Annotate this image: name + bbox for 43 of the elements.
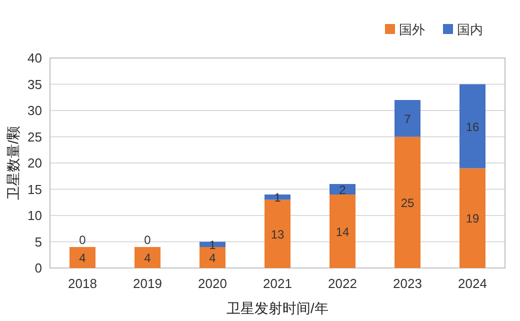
y-tick-label: 35 xyxy=(28,76,42,92)
data-label: 16 xyxy=(466,120,480,134)
bar xyxy=(330,184,356,194)
bar xyxy=(134,247,160,268)
x-tick-label: 2022 xyxy=(328,276,357,291)
data-label: 25 xyxy=(400,196,414,210)
y-tick-label: 5 xyxy=(34,234,42,250)
legend-label: 国内 xyxy=(457,22,483,37)
bar xyxy=(394,136,420,268)
data-label: 19 xyxy=(466,212,480,226)
data-label: 14 xyxy=(336,224,350,239)
bar xyxy=(200,247,226,268)
data-label: 2 xyxy=(339,182,346,197)
data-label: 7 xyxy=(404,112,412,126)
y-tick-label: 25 xyxy=(28,129,42,144)
bar xyxy=(330,194,356,268)
x-tick-label: 2023 xyxy=(393,276,422,291)
data-label: 4 xyxy=(79,251,86,265)
data-label: 4 xyxy=(144,251,152,265)
x-tick-label: 2020 xyxy=(198,276,227,291)
bar xyxy=(264,194,290,200)
bar xyxy=(460,84,486,168)
bar xyxy=(460,168,486,268)
data-label: 4 xyxy=(209,251,216,265)
bar xyxy=(394,100,420,137)
data-label: 0 xyxy=(79,233,86,247)
y-tick-label: 10 xyxy=(28,208,42,223)
x-tick-label: 2021 xyxy=(263,276,292,291)
y-tick-label: 40 xyxy=(28,50,42,66)
x-tick-label: 2018 xyxy=(68,276,97,291)
legend-label: 国外 xyxy=(399,22,425,37)
y-axis-title: 卫星数量/颗 xyxy=(5,126,21,200)
y-tick-label: 15 xyxy=(28,182,42,197)
x-tick-label: 2019 xyxy=(133,276,162,291)
y-tick-label: 20 xyxy=(28,156,42,170)
data-label: 13 xyxy=(270,227,284,242)
x-tick-label: 2024 xyxy=(458,276,487,291)
data-label: 0 xyxy=(144,233,152,247)
x-axis-title: 卫星发射时间/年 xyxy=(226,300,328,316)
y-tick-label: 0 xyxy=(34,260,42,276)
bar xyxy=(70,247,96,268)
bar xyxy=(264,200,290,268)
y-tick-label: 30 xyxy=(28,103,42,118)
